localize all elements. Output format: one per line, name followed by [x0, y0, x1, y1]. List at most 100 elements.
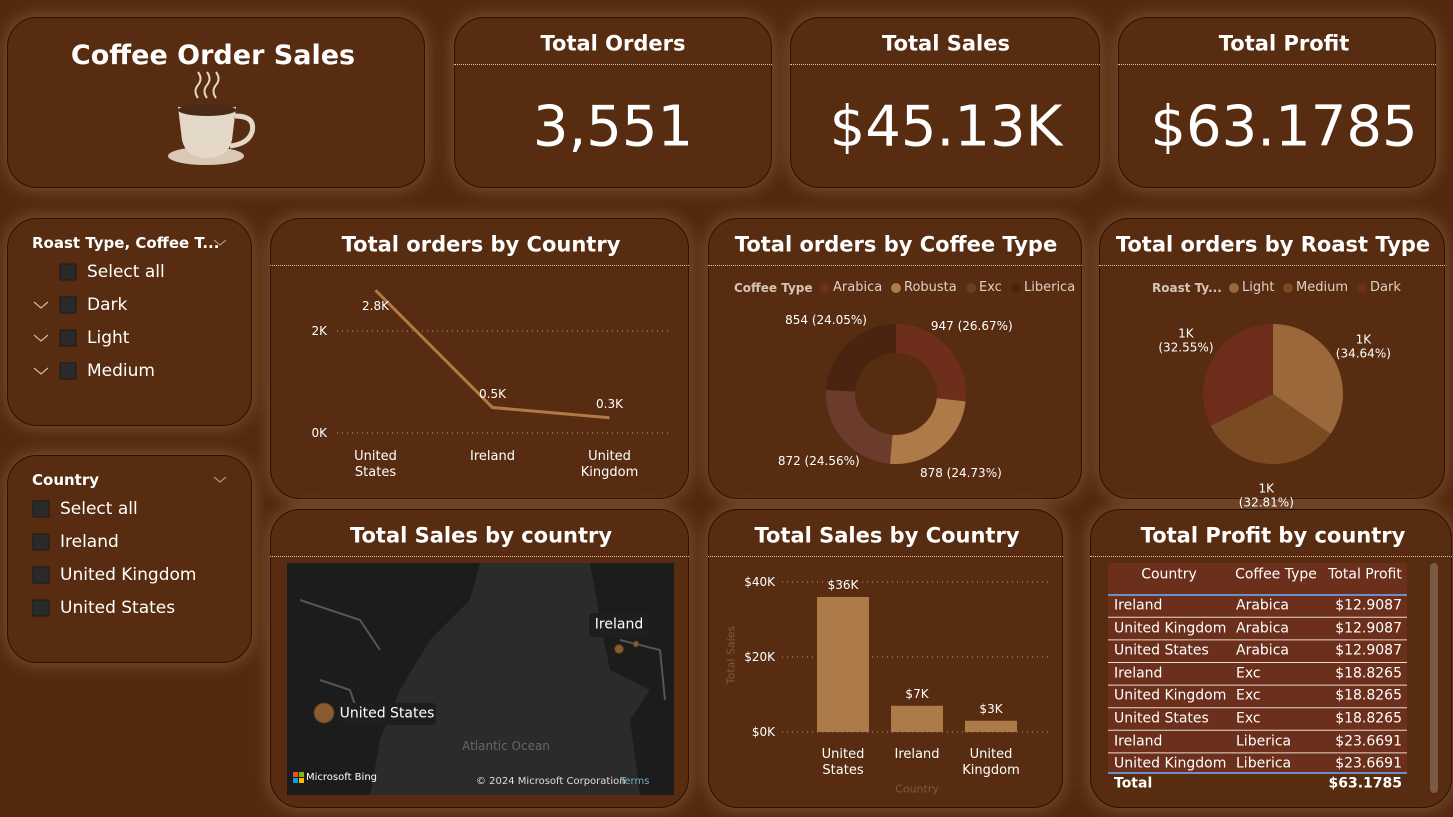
table-cell: Exc — [1236, 665, 1261, 682]
coffee-cup-icon — [168, 71, 256, 165]
table-cell: Ireland — [1114, 665, 1163, 682]
separator — [454, 64, 772, 65]
pie-slice — [1210, 394, 1331, 464]
x-tick-label: United Kingdom — [580, 449, 639, 480]
slicer-item[interactable]: Medium — [87, 360, 155, 381]
slicer-item[interactable]: Select all — [60, 498, 138, 519]
total-value: $63.1785 — [1328, 775, 1402, 792]
slicer-item[interactable]: Ireland — [60, 531, 119, 552]
map-terms[interactable]: Terms — [620, 776, 650, 787]
table-cell: Liberica — [1236, 733, 1292, 750]
map-copyright: © 2024 Microsoft Corporation — [476, 776, 626, 787]
table-title: Total Profit by country — [1140, 523, 1406, 548]
legend-marker — [1229, 283, 1239, 293]
x-axis-title: Country — [895, 782, 939, 796]
slicer-card — [7, 218, 252, 426]
checkbox[interactable] — [59, 296, 77, 314]
table-cell: $12.9087 — [1335, 642, 1402, 659]
checkbox[interactable] — [59, 263, 77, 281]
separator — [1099, 265, 1445, 266]
chart-title: Total Sales by Country — [754, 523, 1020, 548]
x-tick-label: Ireland — [470, 449, 515, 464]
separator — [1118, 64, 1436, 65]
y-axis-title: Total Sales — [724, 625, 738, 685]
donut-slice — [896, 324, 967, 402]
kpi-card — [1118, 17, 1436, 188]
x-tick-label: Ireland — [894, 747, 940, 762]
table-cell: $23.6691 — [1335, 755, 1402, 772]
data-label: 0.5K — [479, 386, 506, 401]
chart-card — [270, 218, 689, 499]
column-header: Country — [1141, 566, 1197, 583]
slicer-dropdown — [213, 476, 227, 483]
data-label: $7K — [905, 686, 929, 701]
map-label: Ireland — [594, 616, 644, 633]
donut-slice — [889, 398, 966, 465]
legend-entry: Dark — [1370, 280, 1401, 296]
table-cell: United Kingdom — [1114, 620, 1227, 637]
data-label: 878 (24.73%) — [919, 465, 1002, 480]
chart-card — [708, 509, 1063, 808]
legend-entry: Exc — [979, 280, 1002, 296]
checkbox[interactable] — [32, 566, 50, 584]
table-cell: $18.8265 — [1335, 665, 1402, 682]
x-tick-label: United States — [821, 747, 865, 778]
checkbox[interactable] — [32, 599, 50, 617]
legend-entry: Light — [1242, 280, 1275, 296]
kpi-value: 3,551 — [532, 94, 694, 160]
data-label: 0.3K — [596, 396, 623, 411]
data-label: 1K (34.64%) — [1335, 332, 1391, 361]
checkbox[interactable] — [59, 329, 77, 347]
data-label: 872 (24.56%) — [777, 453, 860, 468]
table-cell: Arabica — [1236, 597, 1289, 614]
slicer-item[interactable]: Select all — [87, 261, 165, 282]
legend-marker — [1283, 283, 1293, 293]
table-cell: Exc — [1236, 687, 1261, 704]
expand-chevron — [33, 334, 49, 342]
map-bubble — [632, 640, 640, 648]
table-cell: United States — [1114, 642, 1209, 659]
separator — [790, 64, 1100, 65]
x-tick-label: United Kingdom — [962, 747, 1020, 778]
separator — [270, 265, 689, 266]
table-cell: United Kingdom — [1114, 755, 1227, 772]
separator — [708, 556, 1063, 557]
table-frame — [1108, 563, 1438, 793]
checkbox[interactable] — [32, 500, 50, 518]
legend-marker — [891, 283, 901, 293]
map-bubble — [313, 702, 335, 724]
slicer-item[interactable]: United States — [60, 597, 176, 618]
table-cell: Liberica — [1236, 755, 1292, 772]
data-label: 854 (24.05%) — [785, 312, 867, 327]
kpi-title: Total Sales — [882, 31, 1010, 56]
chart-title: Total orders by Coffee Type — [734, 232, 1058, 257]
checkbox[interactable] — [59, 362, 77, 380]
chart-title: Total Sales by country — [349, 523, 613, 548]
separator — [708, 265, 1082, 266]
data-label: $3K — [979, 701, 1003, 716]
slicer-item[interactable]: Light — [87, 327, 130, 348]
table-cell: Arabica — [1236, 642, 1289, 659]
map-brand: Microsoft Bing — [306, 772, 378, 783]
legend-entry: Medium — [1296, 280, 1348, 296]
legend-marker — [966, 283, 976, 293]
legend-entry: Robusta — [904, 280, 957, 296]
pie-slice — [1273, 324, 1343, 434]
map-label: United States — [339, 705, 435, 722]
dashboard-title: Coffee Order Sales — [70, 39, 356, 71]
checkbox[interactable] — [32, 533, 50, 551]
slicer-card — [7, 455, 252, 663]
slicer-item[interactable]: United Kingdom — [60, 564, 197, 585]
legend-entry: Liberica — [1024, 280, 1076, 296]
slicer-title: Roast Type, Coffee T... — [32, 234, 220, 252]
donut-slice — [826, 324, 896, 392]
table-cell: Ireland — [1114, 597, 1163, 614]
expand-chevron — [33, 301, 49, 309]
table-cell: $12.9087 — [1335, 597, 1402, 614]
data-label: 947 (26.67%) — [930, 318, 1013, 333]
line — [374, 289, 610, 420]
legend-marker — [1357, 283, 1367, 293]
slicer-item[interactable]: Dark — [87, 294, 128, 315]
